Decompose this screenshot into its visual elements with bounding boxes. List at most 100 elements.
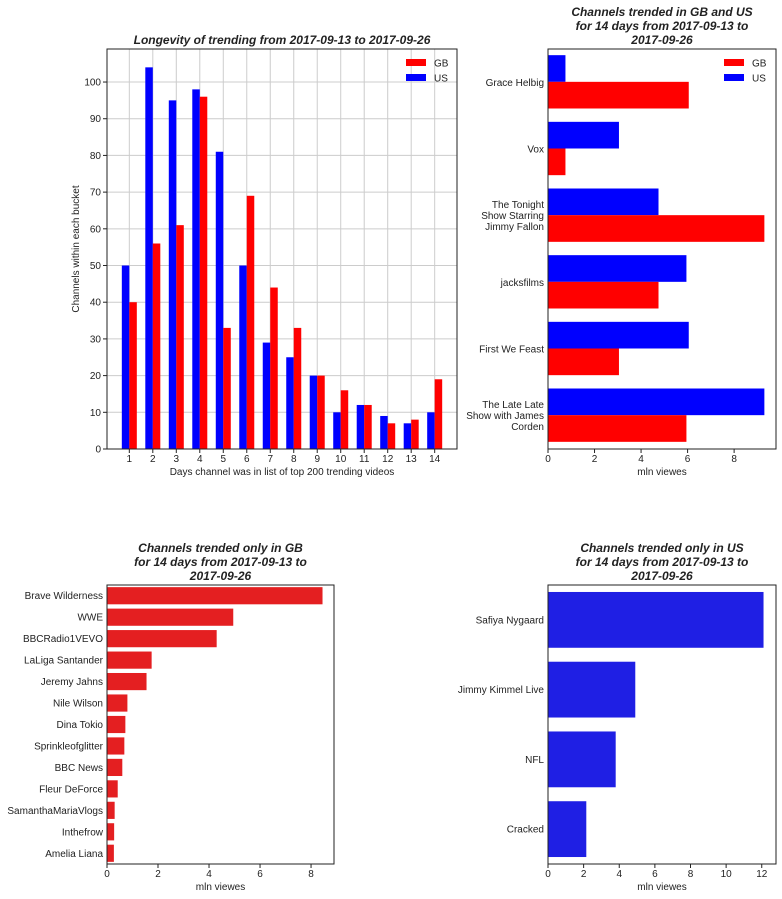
bar-gb	[340, 390, 349, 449]
chart-only-gb: Brave Wilderness WWE BBCRadio1VEVO LaLiga S…	[7, 541, 335, 893]
y-tick-label: 100	[84, 78, 101, 89]
x-tick-label: 6	[685, 454, 691, 465]
x-tick-label: 6	[244, 454, 250, 465]
plot-frame	[106, 584, 335, 865]
y-tick-label: SamanthaMariaVlogs	[7, 806, 103, 817]
y-tick-label: Jimmy Kimmel Live	[458, 685, 545, 696]
bar	[107, 672, 147, 691]
x-tick-label: 2	[592, 454, 598, 465]
bar-us	[548, 388, 765, 416]
bar-gb	[548, 148, 566, 176]
x-tick-label: 6	[257, 869, 263, 880]
x-tick-label: 7	[267, 454, 273, 465]
bar-gb	[548, 348, 619, 376]
bar	[107, 694, 128, 712]
x-tick-label: 14	[429, 454, 441, 465]
y-tick-label: Jimmy Fallon	[485, 222, 544, 233]
bar	[107, 608, 234, 626]
x-tick-label: 10	[335, 454, 347, 465]
chart-title-line: Channels trended only in GB	[138, 541, 303, 555]
bar-us	[380, 415, 388, 449]
x-tick-label: 0	[545, 869, 551, 880]
y-tick-label: Safiya Nygaard	[476, 615, 544, 626]
legend-swatch-us	[406, 74, 426, 81]
bar	[107, 587, 323, 605]
x-tick-label: 8	[731, 454, 737, 465]
bar-gb	[364, 404, 372, 449]
bar-us	[548, 188, 659, 216]
bar-gb	[246, 195, 255, 449]
x-tick-label: 2	[581, 869, 587, 880]
bar-us	[548, 121, 619, 149]
bar	[107, 758, 123, 777]
chart-title-line: Channels trended only in US	[580, 541, 743, 555]
chart-title-line: 2017-09-26	[630, 569, 693, 583]
plot-frame	[106, 48, 458, 450]
x-tick-label: 5	[220, 454, 226, 465]
x-tick-label: 9	[314, 454, 320, 465]
x-tick-label: 0	[104, 869, 110, 880]
y-tick-label: BBCRadio1VEVO	[23, 634, 103, 645]
y-tick-label: Dina Tokio	[56, 720, 103, 731]
bar-gb	[548, 281, 659, 309]
bar	[107, 780, 118, 798]
bar	[548, 731, 616, 788]
y-tick-label: Grace Helbig	[486, 78, 544, 89]
bar	[107, 737, 125, 755]
y-tick-label: The Late Late	[482, 400, 544, 411]
plot-frame	[547, 48, 777, 450]
x-tick-label: 0	[545, 454, 551, 465]
bar-gb	[270, 287, 278, 449]
x-axis-label: Days channel was in list of top 200 tren…	[170, 467, 395, 478]
y-tick-label: Amelia Liana	[45, 849, 103, 860]
x-tick-label: 4	[206, 869, 212, 880]
y-tick-label: Vox	[527, 145, 544, 156]
x-tick-label: 11	[359, 454, 370, 465]
y-tick-label: Show with James	[466, 411, 544, 422]
bar-us	[333, 412, 341, 449]
y-tick-label: 70	[90, 188, 102, 199]
y-tick-label: Fleur DeForce	[39, 784, 103, 795]
bar-gb	[387, 423, 396, 449]
bar-gb	[176, 225, 184, 449]
y-tick-label: Inthefrow	[62, 827, 104, 838]
bar-us	[548, 321, 689, 349]
bar-us	[239, 265, 247, 449]
x-tick-label: 12	[382, 454, 394, 465]
bar-us	[548, 255, 687, 282]
y-tick-label: 30	[90, 334, 102, 345]
y-tick-label: WWE	[77, 613, 103, 624]
x-tick-label: 4	[197, 454, 203, 465]
y-tick-label: 50	[90, 261, 102, 272]
bar	[548, 591, 764, 648]
y-tick-label: Sprinkleofglitter	[34, 741, 104, 752]
x-tick-label: 4	[616, 869, 622, 880]
bar-us	[145, 67, 153, 449]
bar-gb	[293, 327, 302, 449]
bar-gb	[317, 375, 325, 449]
bar	[107, 651, 152, 669]
legend-label-gb: GB	[434, 59, 449, 70]
bar-gb	[199, 96, 208, 449]
bar-us	[168, 100, 177, 449]
y-axis-label: Channels within each bucket	[71, 185, 82, 313]
x-tick-label: 4	[638, 454, 644, 465]
y-tick-label: Cracked	[507, 825, 544, 836]
y-tick-label: Show Starring	[481, 211, 544, 222]
chart-title-line: for 14 days from 2017-09-13 to	[576, 19, 749, 33]
legend-swatch-gb	[724, 59, 744, 66]
bar-gb	[548, 81, 689, 109]
x-tick-label: 1	[127, 454, 133, 465]
x-tick-label: 3	[174, 454, 180, 465]
x-tick-label: 12	[756, 869, 768, 880]
bar	[107, 801, 115, 819]
bar-us	[286, 357, 294, 449]
y-tick-label: Jeremy Jahns	[41, 677, 103, 688]
y-tick-label: 40	[90, 298, 102, 309]
bar	[548, 661, 636, 718]
y-tick-label: 80	[90, 151, 102, 162]
bar-gb	[411, 419, 419, 449]
x-tick-label: 8	[308, 869, 314, 880]
